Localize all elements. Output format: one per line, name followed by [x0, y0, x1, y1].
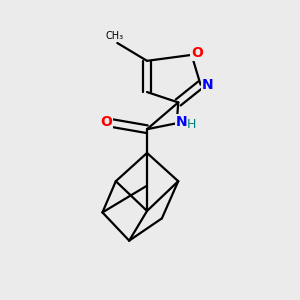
Text: O: O [100, 115, 112, 129]
Text: H: H [187, 118, 196, 131]
Text: O: O [191, 46, 203, 60]
Text: N: N [176, 115, 188, 129]
Text: CH₃: CH₃ [105, 31, 123, 40]
Text: N: N [201, 78, 213, 92]
